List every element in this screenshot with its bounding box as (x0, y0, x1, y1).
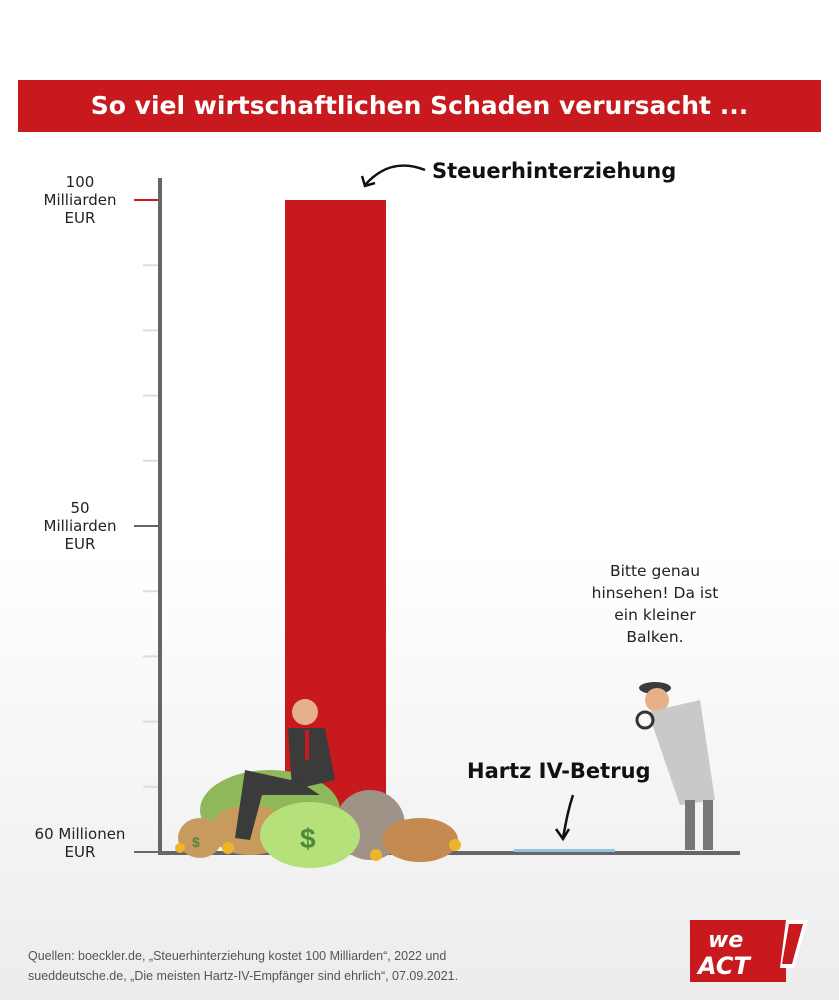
chart-title: So viel wirtschaftlichen Schaden verursa… (18, 80, 821, 132)
svg-text:we: we (708, 928, 743, 953)
y-tick-label: Milliarden (44, 191, 117, 209)
detective-illustration (635, 682, 715, 850)
speech-text: Bitte genau hinsehen! Da ist ein kleiner… (585, 560, 725, 648)
speech-line: Bitte genau (609, 562, 701, 580)
speech-line: Balken. (626, 628, 684, 646)
source-line: Quellen: boeckler.de, „Steuerhinterziehu… (28, 949, 447, 963)
arrow-icon (561, 794, 575, 839)
y-tick-label: 50 (70, 499, 89, 517)
y-tick-label: 60 Millionen (35, 825, 126, 843)
sources: Quellen: boeckler.de, „Steuerhinterziehu… (28, 946, 458, 986)
arrow-icon (364, 164, 426, 186)
speech-line: hinsehen! Da ist (591, 584, 719, 602)
speech-line: ein kleiner (614, 606, 696, 624)
annotation-hartz-iv: Hartz IV-Betrug (467, 759, 651, 783)
y-tick-label: EUR (65, 843, 96, 861)
y-tick-label: EUR (65, 535, 96, 553)
y-tick-label: Milliarden (44, 517, 117, 535)
svg-text:$: $ (300, 823, 316, 854)
money-bags-illustration: $ $ (175, 699, 461, 868)
bar-hartz-iv-betrug (514, 849, 615, 852)
svg-text:ACT: ACT (696, 952, 751, 980)
y-tick-label: EUR (65, 209, 96, 227)
source-line: sueddeutsche.de, „Die meisten Hartz-IV-E… (28, 969, 459, 983)
weact-logo: we ACT (690, 920, 808, 982)
y-tick-label: 100 (66, 173, 95, 191)
annotation-steuerhinterziehung: Steuerhinterziehung (432, 159, 676, 183)
svg-text:$: $ (192, 834, 200, 850)
